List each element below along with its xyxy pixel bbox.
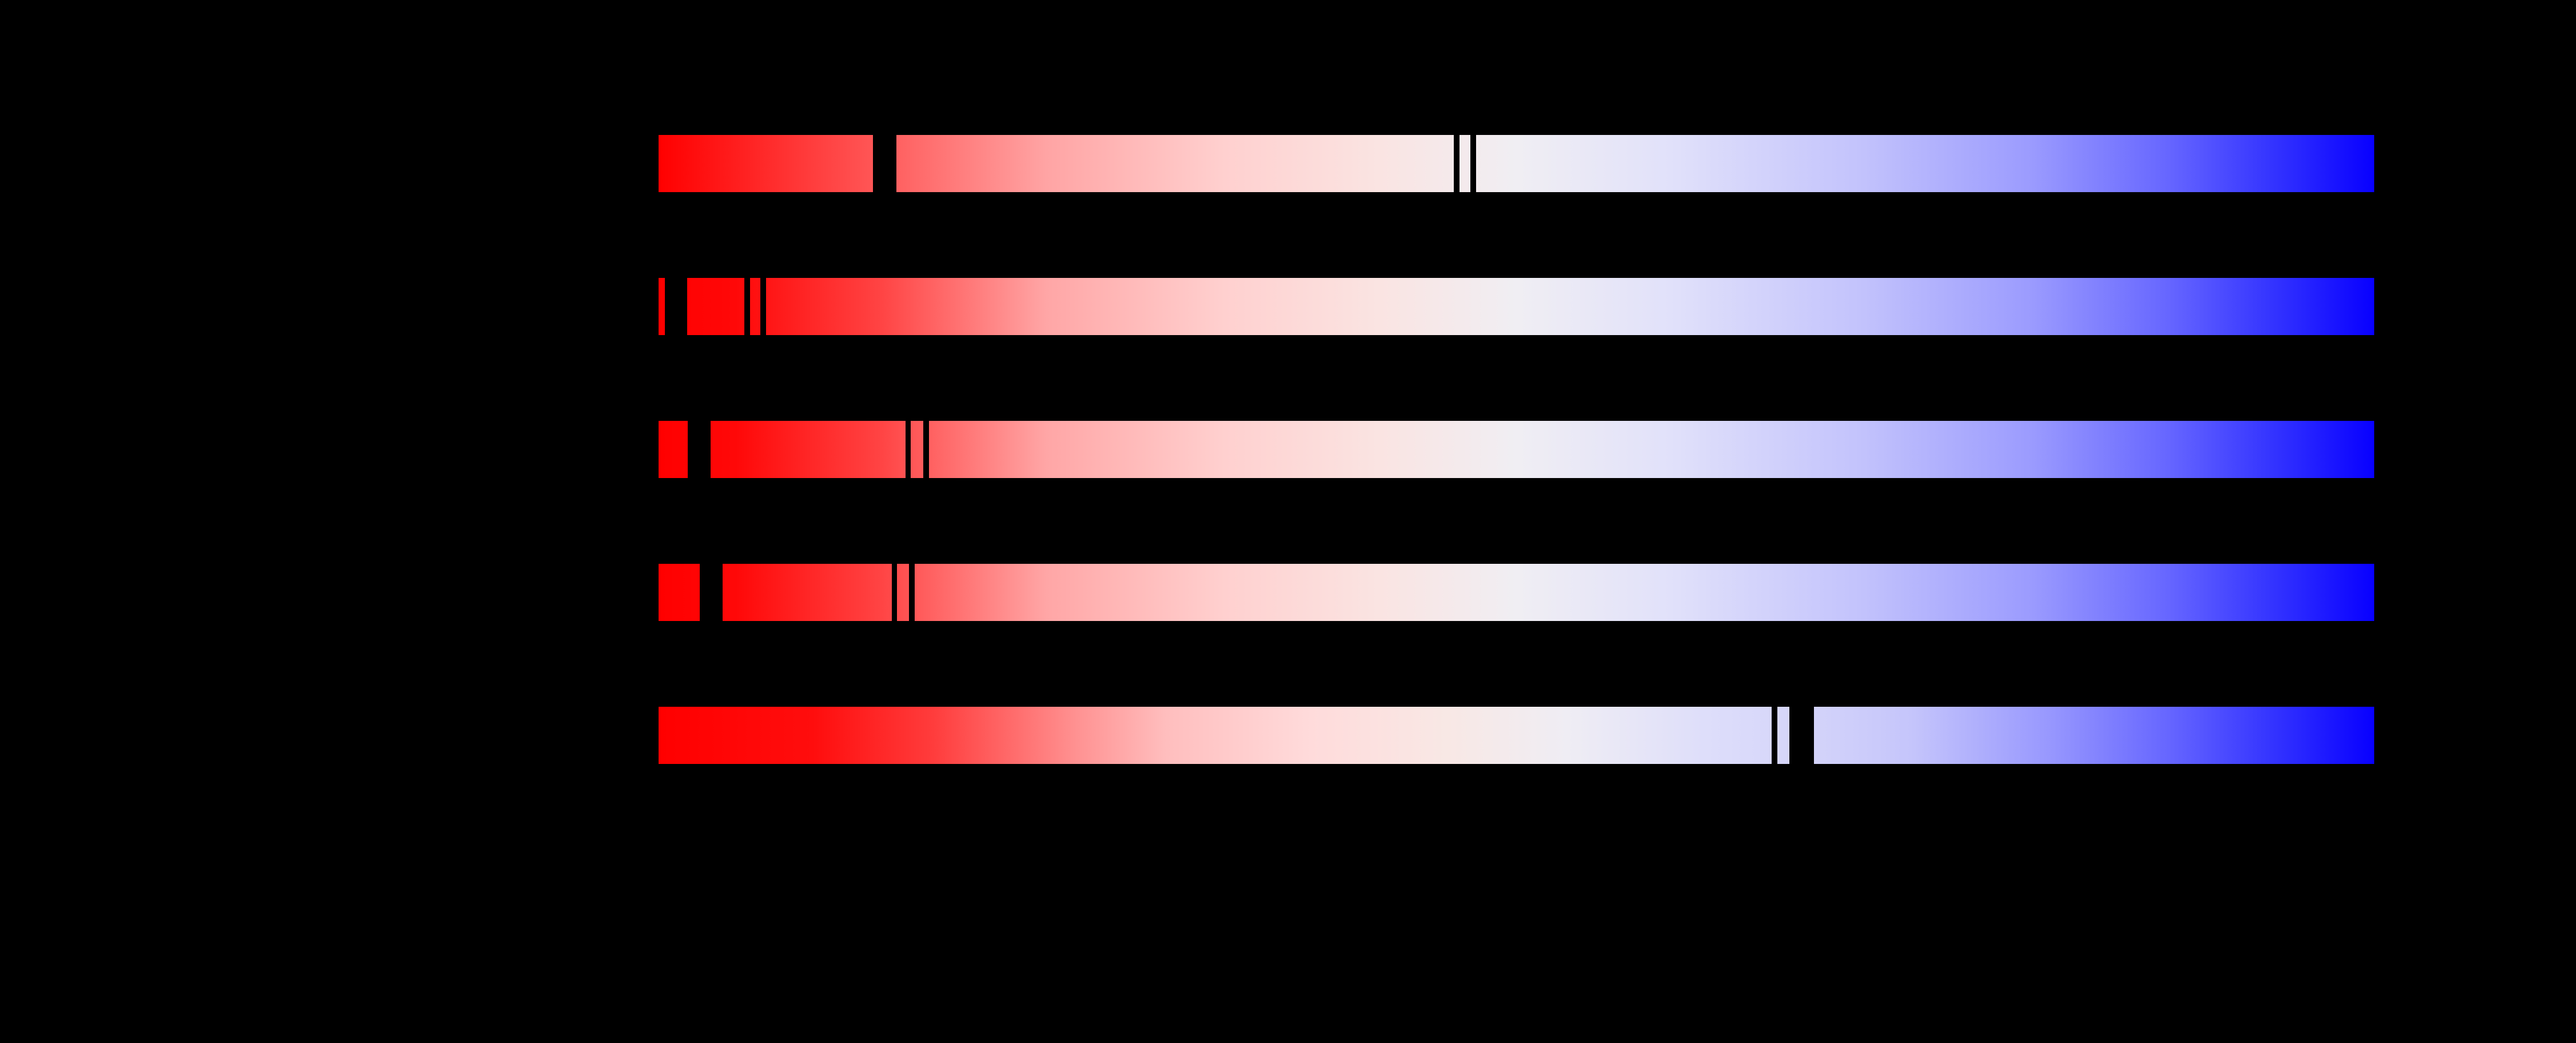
gradient-bar-row-3: [659, 421, 2374, 478]
thin-tick-mark: [892, 564, 898, 621]
thin-tick-mark: [760, 278, 766, 335]
thick-tick-mark: [873, 135, 897, 192]
gradient-bar-row-4: [659, 564, 2374, 621]
thin-tick-mark: [1470, 135, 1477, 192]
thin-tick-mark: [909, 564, 915, 621]
gradient-bar-row-5: [659, 707, 2374, 764]
thin-tick-mark: [906, 421, 911, 478]
thick-tick-mark: [1789, 707, 1814, 764]
thick-tick-mark: [665, 278, 688, 335]
thin-tick-mark: [923, 421, 930, 478]
thin-tick-mark: [744, 278, 751, 335]
thin-tick-mark: [1772, 707, 1778, 764]
gradient-bar-row-2: [659, 278, 2374, 335]
gradient-bar-row-1: [659, 135, 2374, 192]
thick-tick-mark: [700, 564, 723, 621]
thick-tick-mark: [688, 421, 711, 478]
thin-tick-mark: [1453, 135, 1460, 192]
